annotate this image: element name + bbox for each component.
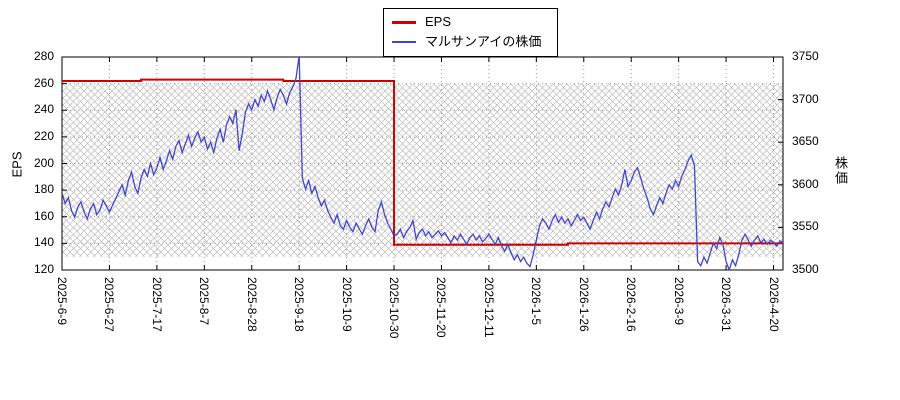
- legend-label-eps: EPS: [425, 14, 452, 29]
- legend-item-stock-price: マルサンアイの株価: [392, 35, 541, 49]
- legend-item-eps: EPS: [392, 15, 541, 29]
- eps-line-sample: [392, 20, 416, 24]
- legend-label-stock-price: マルサンアイの株価: [425, 34, 542, 49]
- y-axis-label-left: EPS: [9, 151, 25, 178]
- legend: EPS マルサンアイの株価: [383, 8, 559, 57]
- y-axis-label-right: 株価: [833, 156, 848, 186]
- stock-price-line-sample: [392, 41, 416, 43]
